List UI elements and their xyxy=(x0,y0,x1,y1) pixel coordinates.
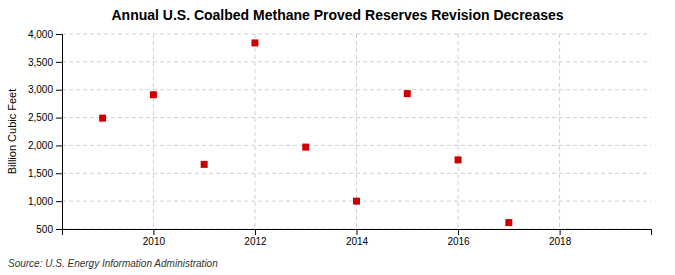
grid-line xyxy=(62,117,651,118)
tick: 3,000 xyxy=(28,84,62,95)
tick-label: 3,000 xyxy=(28,84,53,95)
tick-mark xyxy=(153,229,154,235)
x-axis: 2010 2012 2014 2016 2018 xyxy=(63,229,652,247)
tick-label: 2014 xyxy=(346,236,369,247)
point xyxy=(302,144,309,151)
tick-mark xyxy=(56,62,62,63)
grid-line xyxy=(254,34,255,229)
tick: 2012 xyxy=(244,229,267,247)
chart: 2010 2012 2014 2016 2018 500 1,000 1,500 2,000 2,… xyxy=(0,0,675,275)
marks xyxy=(99,39,512,226)
tick-label: 2018 xyxy=(549,236,572,247)
grid-line xyxy=(62,145,651,146)
tick: 500 xyxy=(36,224,62,235)
tick-label: 500 xyxy=(36,224,53,235)
tick-label: 2012 xyxy=(244,236,267,247)
axis-line xyxy=(63,230,652,236)
tick-mark xyxy=(56,90,62,91)
tick-mark xyxy=(255,229,256,235)
tick-mark xyxy=(56,34,62,35)
tick-label: 3,500 xyxy=(28,57,53,68)
y-axis-title: Billion Cubic Feet xyxy=(6,89,18,175)
grid-line xyxy=(458,34,459,229)
plot: 2010 2012 2014 2016 2018 500 1,000 1,500 2,000 2,… xyxy=(28,29,652,247)
tick: 4,000 xyxy=(28,29,62,40)
tick: 1,500 xyxy=(28,168,62,179)
tick-mark xyxy=(56,173,62,174)
grid xyxy=(62,34,651,229)
grid-line xyxy=(62,34,651,35)
tick: 2014 xyxy=(346,229,369,247)
point xyxy=(99,115,106,122)
grid-line xyxy=(153,34,154,229)
tick: 1,000 xyxy=(28,196,62,207)
tick-mark xyxy=(56,145,62,146)
tick-mark xyxy=(56,201,62,202)
tick-label: 2,500 xyxy=(28,112,53,123)
grid-line xyxy=(62,89,651,90)
tick: 2,000 xyxy=(28,140,62,151)
point xyxy=(404,90,411,97)
source-note: Source: U.S. Energy Information Administ… xyxy=(8,258,218,269)
tick-mark xyxy=(56,229,62,230)
tick-mark xyxy=(56,118,62,119)
tick-label: 1,500 xyxy=(28,168,53,179)
title: Annual U.S. Coalbed Methane Proved Reser… xyxy=(111,7,563,23)
point xyxy=(150,91,157,98)
y-axis: 500 1,000 1,500 2,000 2,500 3,000 3,500 4,000 xyxy=(28,29,63,235)
grid-line xyxy=(559,34,560,229)
point xyxy=(505,219,512,226)
tick: 3,500 xyxy=(28,57,62,68)
tick-label: 2,000 xyxy=(28,140,53,151)
tick-label: 4,000 xyxy=(28,29,53,40)
tick-mark xyxy=(357,229,358,235)
tick: 2,500 xyxy=(28,112,62,123)
axis-line xyxy=(56,35,63,230)
point xyxy=(353,198,360,205)
tick: 2018 xyxy=(549,229,572,247)
point xyxy=(251,39,258,46)
tick-mark xyxy=(560,229,561,235)
grid-line xyxy=(62,173,651,174)
tick-label: 2016 xyxy=(447,236,470,247)
tick: 2016 xyxy=(447,229,470,247)
point xyxy=(455,156,462,163)
tick-mark xyxy=(458,229,459,235)
tick-label: 2010 xyxy=(143,236,166,247)
tick-label: 1,000 xyxy=(28,196,53,207)
point xyxy=(201,161,208,168)
tick: 2010 xyxy=(143,229,166,247)
grid-line xyxy=(62,61,651,62)
